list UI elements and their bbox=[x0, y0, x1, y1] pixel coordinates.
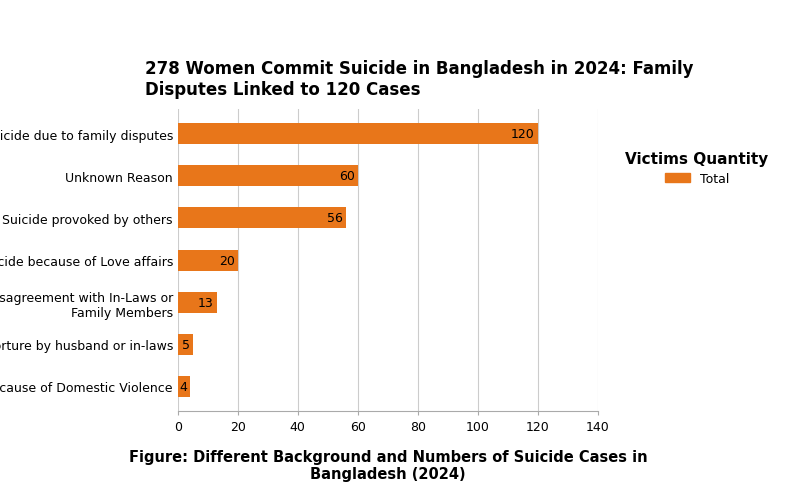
Text: 4: 4 bbox=[179, 380, 187, 393]
Bar bbox=[178, 166, 358, 187]
Bar bbox=[178, 250, 238, 271]
Legend: Total: Total bbox=[621, 146, 773, 191]
Text: 13: 13 bbox=[198, 296, 214, 309]
Bar bbox=[178, 334, 193, 355]
Text: 5: 5 bbox=[182, 338, 190, 351]
Bar bbox=[178, 292, 217, 313]
Bar bbox=[178, 376, 190, 397]
Text: 20: 20 bbox=[219, 254, 235, 267]
Text: 120: 120 bbox=[511, 128, 535, 141]
Bar bbox=[178, 208, 346, 229]
Text: 278 Women Commit Suicide in Bangladesh in 2024: Family
Disputes Linked to 120 Ca: 278 Women Commit Suicide in Bangladesh i… bbox=[145, 60, 694, 99]
Text: 60: 60 bbox=[339, 170, 355, 183]
Text: 56: 56 bbox=[327, 212, 343, 225]
Text: Figure: Different Background and Numbers of Suicide Cases in
Bangladesh (2024): Figure: Different Background and Numbers… bbox=[128, 448, 647, 481]
Bar bbox=[178, 124, 538, 145]
